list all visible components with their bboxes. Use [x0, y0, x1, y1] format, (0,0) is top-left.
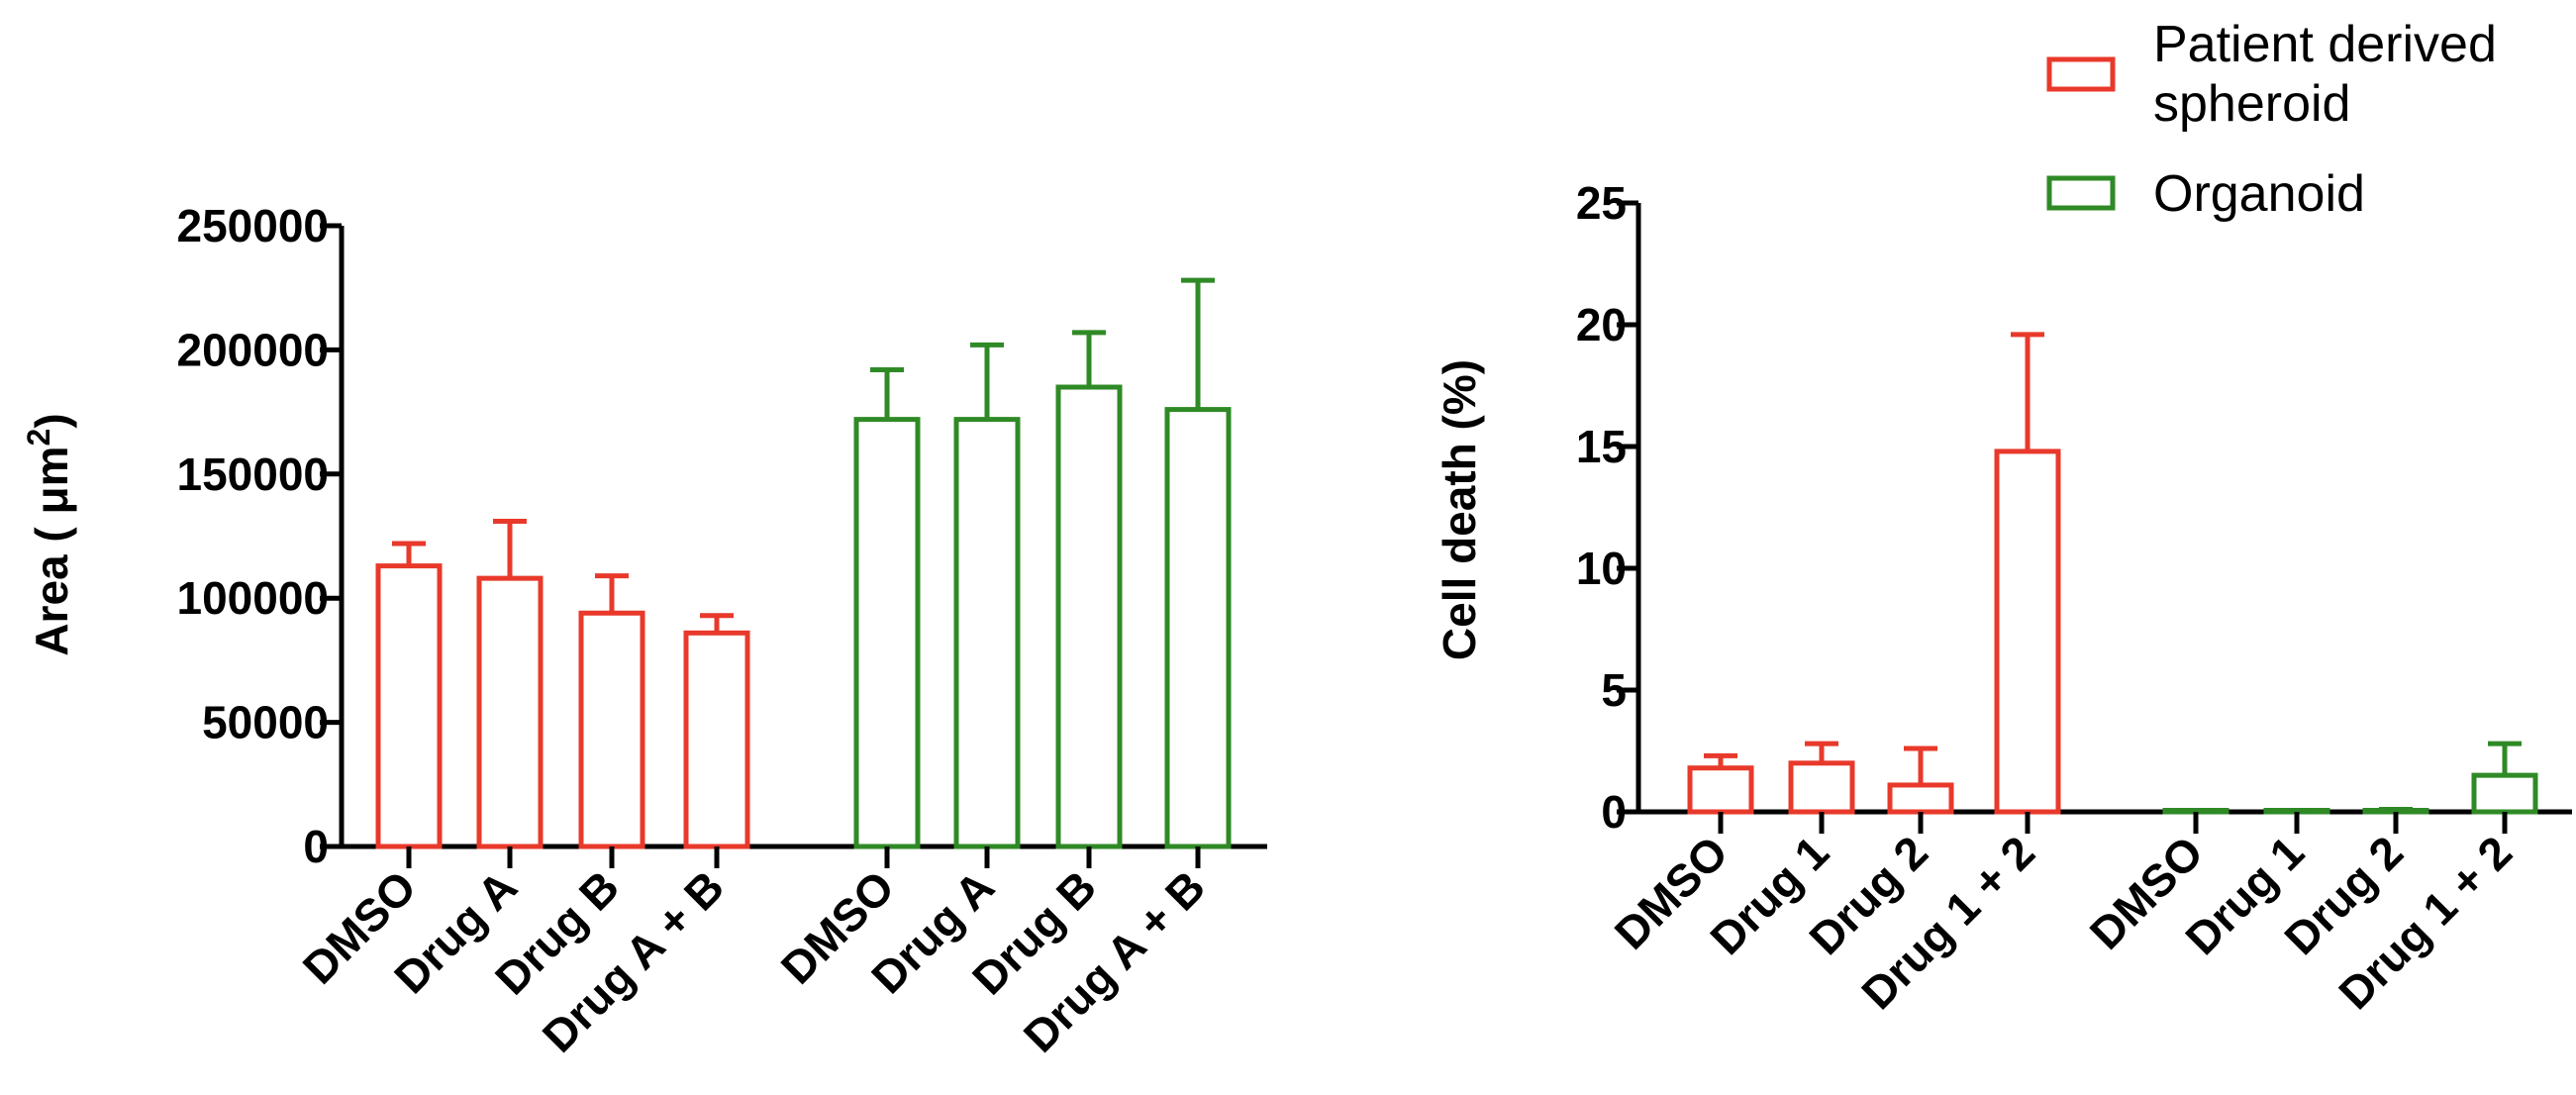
y-tick-label: 20	[1576, 299, 1627, 350]
bar	[1055, 384, 1123, 849]
y-tick-label: 150000	[177, 448, 330, 500]
bar	[578, 610, 645, 849]
y-tick-label: 0	[1601, 786, 1627, 838]
legend-label: Patient derived	[2153, 16, 2497, 73]
bar	[1164, 407, 1232, 849]
y-tick-label: 25	[1576, 177, 1627, 229]
y-axis-label: Area ( μm2)	[21, 413, 77, 655]
bar	[683, 630, 750, 849]
bar	[1788, 760, 1855, 815]
bar	[853, 417, 921, 849]
bar	[1687, 765, 1754, 815]
y-axis-label: Cell death (%)	[1434, 359, 1485, 660]
chart-area: 0 50000 100000 150000 200000 250000 Area ( μm2…	[21, 200, 1267, 1062]
y-tick-label: 100000	[177, 572, 330, 624]
y-tick-label: 0	[303, 821, 329, 872]
y-tick-label: 50000	[202, 697, 329, 748]
bar	[1887, 782, 1954, 815]
bar	[476, 575, 544, 849]
bar	[375, 563, 443, 849]
legend-label: spheroid	[2153, 75, 2350, 133]
y-tick-label: 15	[1576, 421, 1627, 472]
legend-label: Organoid	[2153, 165, 2365, 223]
y-tick-label: 200000	[177, 324, 330, 375]
y-tick-label: 5	[1601, 664, 1627, 716]
legend-swatch	[2046, 56, 2116, 92]
y-tick-label: 10	[1576, 543, 1627, 594]
bar	[953, 417, 1021, 849]
bar	[2471, 772, 2538, 815]
legend-swatch	[2046, 175, 2116, 211]
y-tick-label: 250000	[177, 200, 330, 251]
bar	[1994, 448, 2061, 815]
